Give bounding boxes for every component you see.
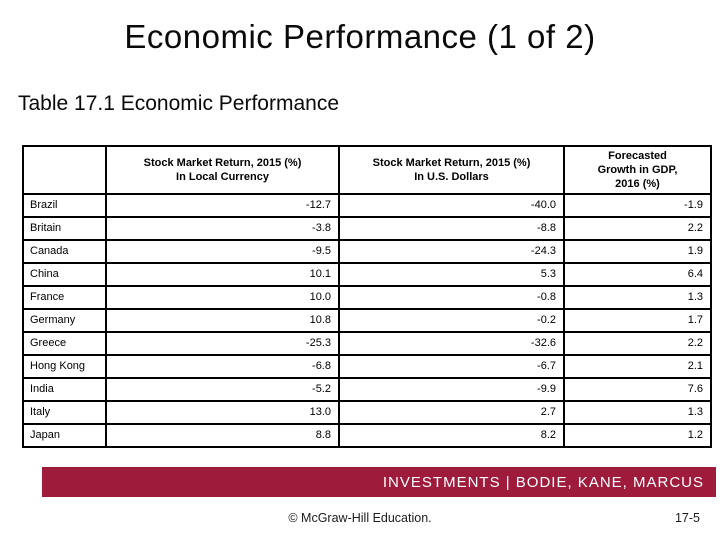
country-cell: India (22, 377, 107, 402)
us-dollars-cell: -9.9 (338, 377, 565, 402)
us-dollars-cell: 2.7 (338, 400, 565, 425)
slide-title: Economic Performance (1 of 2) (124, 18, 596, 55)
us-dollars-cell: -0.2 (338, 308, 565, 333)
local-currency-cell: 10.0 (105, 285, 340, 310)
local-currency-cell: -9.5 (105, 239, 340, 264)
local-currency-cell: -12.7 (105, 193, 340, 218)
local-currency-cell: -25.3 (105, 331, 340, 356)
gdp-growth-cell: 1.2 (563, 423, 712, 448)
table-row: Hong Kong -6.8 -6.7 2.1 (22, 354, 712, 379)
country-cell: Greece (22, 331, 107, 356)
local-currency-cell: 13.0 (105, 400, 340, 425)
header-forecast-gdp-growth: Forecasted Growth in GDP, 2016 (%) (563, 145, 712, 195)
table-header-row: Stock Market Return, 2015 (%) In Local C… (22, 145, 712, 195)
local-currency-cell: 10.1 (105, 262, 340, 287)
us-dollars-cell: -40.0 (338, 193, 565, 218)
table-row: France 10.0 -0.8 1.3 (22, 285, 712, 310)
gdp-growth-cell: 2.1 (563, 354, 712, 379)
country-cell: France (22, 285, 107, 310)
investments-banner: INVESTMENTS | BODIE, KANE, MARCUS (42, 467, 716, 497)
gdp-growth-cell: 6.4 (563, 262, 712, 287)
gdp-growth-cell: 1.3 (563, 285, 712, 310)
country-cell: Italy (22, 400, 107, 425)
us-dollars-cell: 5.3 (338, 262, 565, 287)
us-dollars-cell: -32.6 (338, 331, 565, 356)
country-cell: Germany (22, 308, 107, 333)
local-currency-cell: 8.8 (105, 423, 340, 448)
table-row: Greece -25.3 -32.6 2.2 (22, 331, 712, 356)
page-number: 17-5 (674, 511, 700, 525)
local-currency-cell: -6.8 (105, 354, 340, 379)
gdp-growth-cell: -1.9 (563, 193, 712, 218)
table-row: Japan 8.8 8.2 1.2 (22, 423, 712, 448)
table-row: Germany 10.8 -0.2 1.7 (22, 308, 712, 333)
header-country-blank (22, 145, 107, 195)
table-caption: Table 17.1 Economic Performance (18, 92, 339, 115)
gdp-growth-cell: 2.2 (563, 216, 712, 241)
gdp-growth-cell: 1.9 (563, 239, 712, 264)
table-row: India -5.2 -9.9 7.6 (22, 377, 712, 402)
copyright-text: © McGraw-Hill Education. (288, 511, 432, 525)
us-dollars-cell: -24.3 (338, 239, 565, 264)
gdp-growth-cell: 1.7 (563, 308, 712, 333)
table-row: Italy 13.0 2.7 1.3 (22, 400, 712, 425)
table-row: Canada -9.5 -24.3 1.9 (22, 239, 712, 264)
gdp-growth-cell: 2.2 (563, 331, 712, 356)
us-dollars-cell: 8.2 (338, 423, 565, 448)
country-cell: Brazil (22, 193, 107, 218)
gdp-growth-cell: 1.3 (563, 400, 712, 425)
country-cell: Hong Kong (22, 354, 107, 379)
economic-performance-table: Stock Market Return, 2015 (%) In Local C… (22, 145, 712, 448)
local-currency-cell: -5.2 (105, 377, 340, 402)
gdp-growth-cell: 7.6 (563, 377, 712, 402)
investments-banner-text: INVESTMENTS | BODIE, KANE, MARCUS (382, 473, 704, 491)
country-cell: Japan (22, 423, 107, 448)
country-cell: Britain (22, 216, 107, 241)
local-currency-cell: 10.8 (105, 308, 340, 333)
country-cell: Canada (22, 239, 107, 264)
header-return-local-currency: Stock Market Return, 2015 (%) In Local C… (105, 145, 340, 195)
us-dollars-cell: -8.8 (338, 216, 565, 241)
table-row: China 10.1 5.3 6.4 (22, 262, 712, 287)
local-currency-cell: -3.8 (105, 216, 340, 241)
table-row: Britain -3.8 -8.8 2.2 (22, 216, 712, 241)
table-row: Brazil -12.7 -40.0 -1.9 (22, 193, 712, 218)
country-cell: China (22, 262, 107, 287)
us-dollars-cell: -6.7 (338, 354, 565, 379)
header-return-us-dollars: Stock Market Return, 2015 (%) In U.S. Do… (338, 145, 565, 195)
us-dollars-cell: -0.8 (338, 285, 565, 310)
